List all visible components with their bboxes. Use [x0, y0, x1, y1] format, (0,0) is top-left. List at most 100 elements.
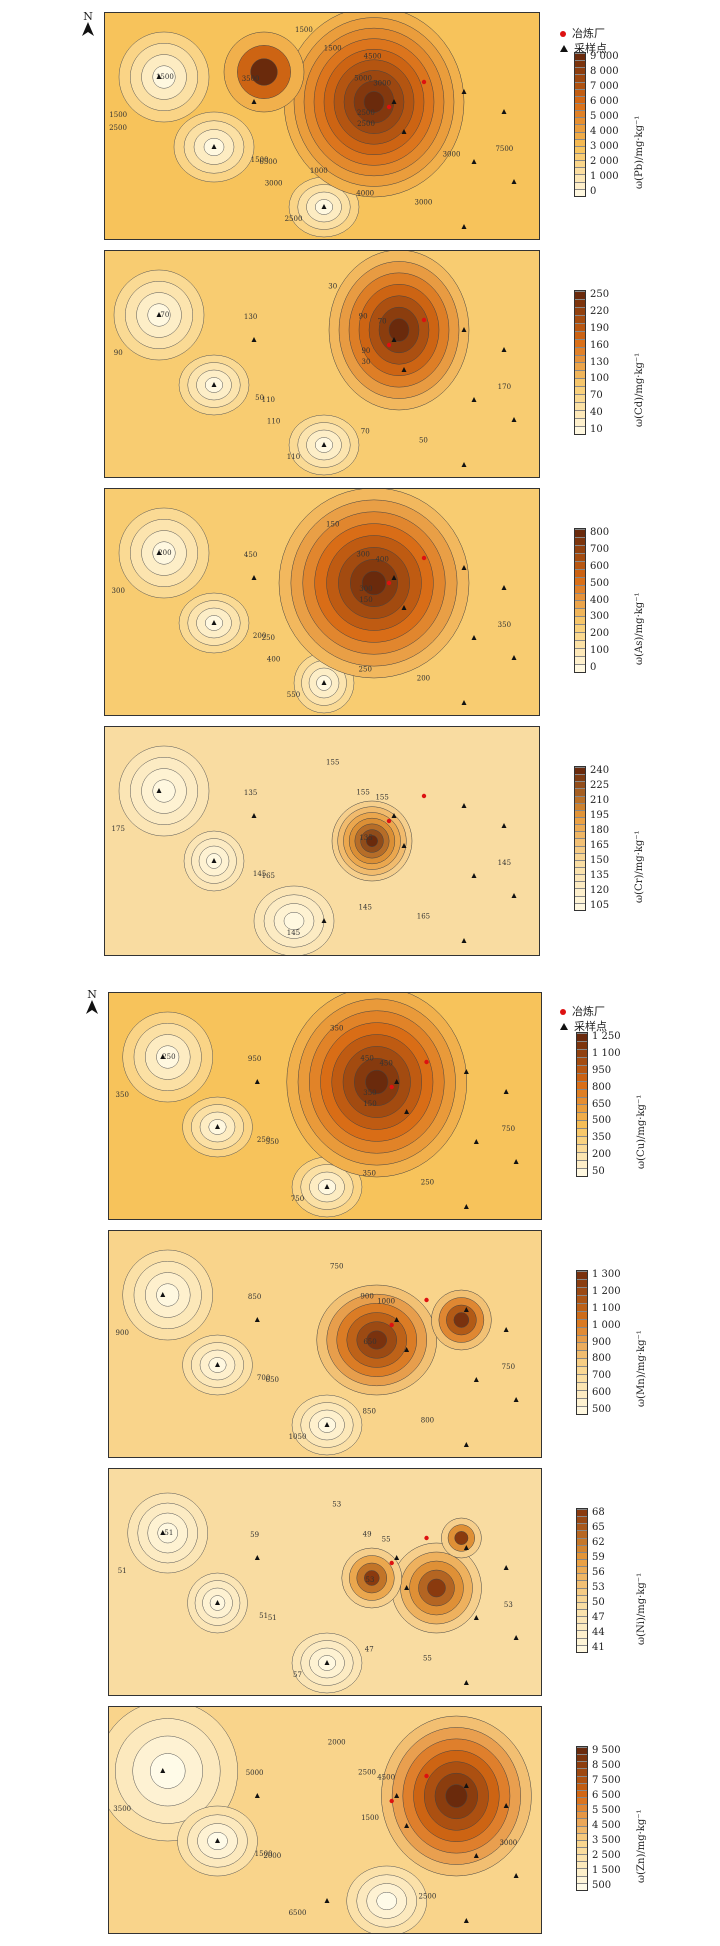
contour-value-label: 950 — [248, 1055, 261, 1063]
colorbar-segment — [575, 53, 585, 61]
colorbar-segment — [575, 152, 585, 161]
colorbar-tick-label: 8 000 — [590, 66, 619, 77]
contour-line — [445, 1784, 468, 1808]
sample-point — [254, 1079, 260, 1084]
colorbar-zn — [576, 1746, 588, 1891]
colorbar-tick-label: 40 — [590, 407, 603, 419]
colorbar-cu — [576, 1032, 588, 1177]
colorbar-segment — [577, 1509, 587, 1517]
sample-point — [461, 224, 467, 229]
colorbar-tick-label: 65 — [592, 1522, 605, 1533]
colorbar-segment — [575, 640, 585, 649]
sample-point — [511, 417, 517, 422]
colorbar-segment — [577, 1128, 587, 1137]
colorbar-tick-label: 210 — [590, 795, 610, 806]
colorbar-segment — [575, 781, 585, 789]
colorbar-mn — [576, 1270, 588, 1415]
smelter-point — [424, 1059, 429, 1065]
colorbar-tick-label: 0 — [590, 186, 597, 197]
colorbar-axis-label: ω(Mn)/mg·kg⁻¹ — [636, 1330, 647, 1407]
colorbar-segment — [577, 1152, 587, 1160]
colorbar-segment — [577, 1804, 587, 1812]
smelter-point — [386, 104, 392, 110]
contour-line — [365, 1069, 389, 1095]
smelter-label: 冶炼厂 — [572, 1005, 605, 1018]
colorbar-segment — [577, 1294, 587, 1303]
sample-point — [513, 1873, 519, 1878]
colorbar-axis-label: ω(Cd)/mg·kg⁻¹ — [634, 352, 645, 427]
sample-point — [394, 1317, 400, 1322]
colorbar-segment — [577, 1136, 587, 1145]
contour-value-label: 47 — [365, 1645, 374, 1653]
contour-value-label: 5000 — [246, 1769, 264, 1777]
contour-value-label: 4000 — [356, 189, 374, 197]
smelter-point — [421, 793, 427, 799]
contour-value-label: 90 — [361, 347, 370, 355]
sample-point — [211, 382, 217, 387]
colorbar-segment — [575, 138, 585, 146]
smelter-point — [386, 580, 392, 586]
sample-point — [156, 312, 162, 317]
colorbar-segment — [577, 1775, 587, 1783]
sample-point — [254, 1555, 260, 1560]
sample-point — [324, 1898, 330, 1903]
sample-point — [401, 129, 407, 134]
colorbar-segment — [577, 1405, 587, 1414]
contour-value-label: 90 — [114, 349, 123, 357]
sample-point — [401, 605, 407, 610]
contour-value-label: 155 — [375, 793, 388, 801]
colorbar-segment — [575, 560, 585, 569]
sample-point — [321, 918, 327, 923]
map-legend: 冶炼厂 采样点 — [560, 1004, 607, 1034]
sample-label: 采样点 — [574, 42, 607, 55]
map-frame — [108, 1706, 542, 1934]
colorbar-segment — [575, 322, 585, 331]
colorbar-segment — [575, 81, 585, 89]
colorbar-segment — [575, 774, 585, 782]
sample-point — [511, 179, 517, 184]
contour-value-label: 750 — [502, 1125, 515, 1133]
colorbar-axis-label: ω(Zn)/mg·kg⁻¹ — [636, 1809, 647, 1883]
smelter-point — [386, 818, 392, 824]
colorbar-segment — [577, 1080, 587, 1089]
colorbar-segment — [577, 1875, 587, 1883]
smelter-marker-icon — [560, 30, 566, 37]
colorbar-segment — [577, 1587, 587, 1595]
sample-point — [324, 1184, 330, 1189]
colorbar-segment — [577, 1537, 587, 1545]
colorbar-segment — [575, 60, 585, 68]
colorbar-segment — [575, 576, 585, 585]
colorbar-segment — [575, 544, 585, 553]
colorbar-tick-label: 600 — [590, 560, 610, 572]
colorbar-segment — [575, 608, 585, 617]
colorbar-segment — [575, 386, 585, 395]
contour-value-label: 6500 — [259, 158, 277, 166]
contour-value-label: 51 — [164, 1529, 173, 1537]
colorbar-segment — [575, 291, 585, 299]
contour-value-label: 55 — [423, 1654, 432, 1662]
colorbar-tick-label: 500 — [592, 1404, 612, 1415]
contour-value-label: 53 — [366, 1576, 375, 1584]
colorbar-tick-label: 50 — [592, 1166, 605, 1177]
north-arrow-icon — [82, 22, 94, 36]
colorbar-segment — [575, 117, 585, 125]
colorbar-tick-label: 650 — [592, 1098, 612, 1110]
colorbar-segment — [575, 425, 585, 434]
sample-point — [461, 565, 467, 570]
contour-value-label: 750 — [291, 1195, 304, 1203]
colorbar-tick-label: 56 — [592, 1567, 605, 1578]
sample-point — [324, 1422, 330, 1427]
colorbar-tick-label: 6 000 — [590, 96, 619, 107]
smelter-point — [386, 342, 392, 348]
sample-point — [321, 680, 327, 685]
colorbar-tick-label: 500 — [590, 577, 610, 589]
colorbar-tick-label: 950 — [592, 1064, 612, 1076]
colorbar-segment — [577, 1558, 587, 1567]
contour-line — [157, 1522, 178, 1544]
contour-map-cd: 30 50 30 50 90 70 110 130 170 110 90 70 70 90 110 — [104, 250, 540, 478]
sample-point — [160, 1530, 166, 1535]
colorbar-tick-label: 1 500 — [592, 1865, 621, 1876]
colorbar-segment — [575, 67, 585, 75]
colorbar-tick-label: 600 — [592, 1387, 612, 1399]
contour-value-label: 2500 — [357, 109, 375, 117]
